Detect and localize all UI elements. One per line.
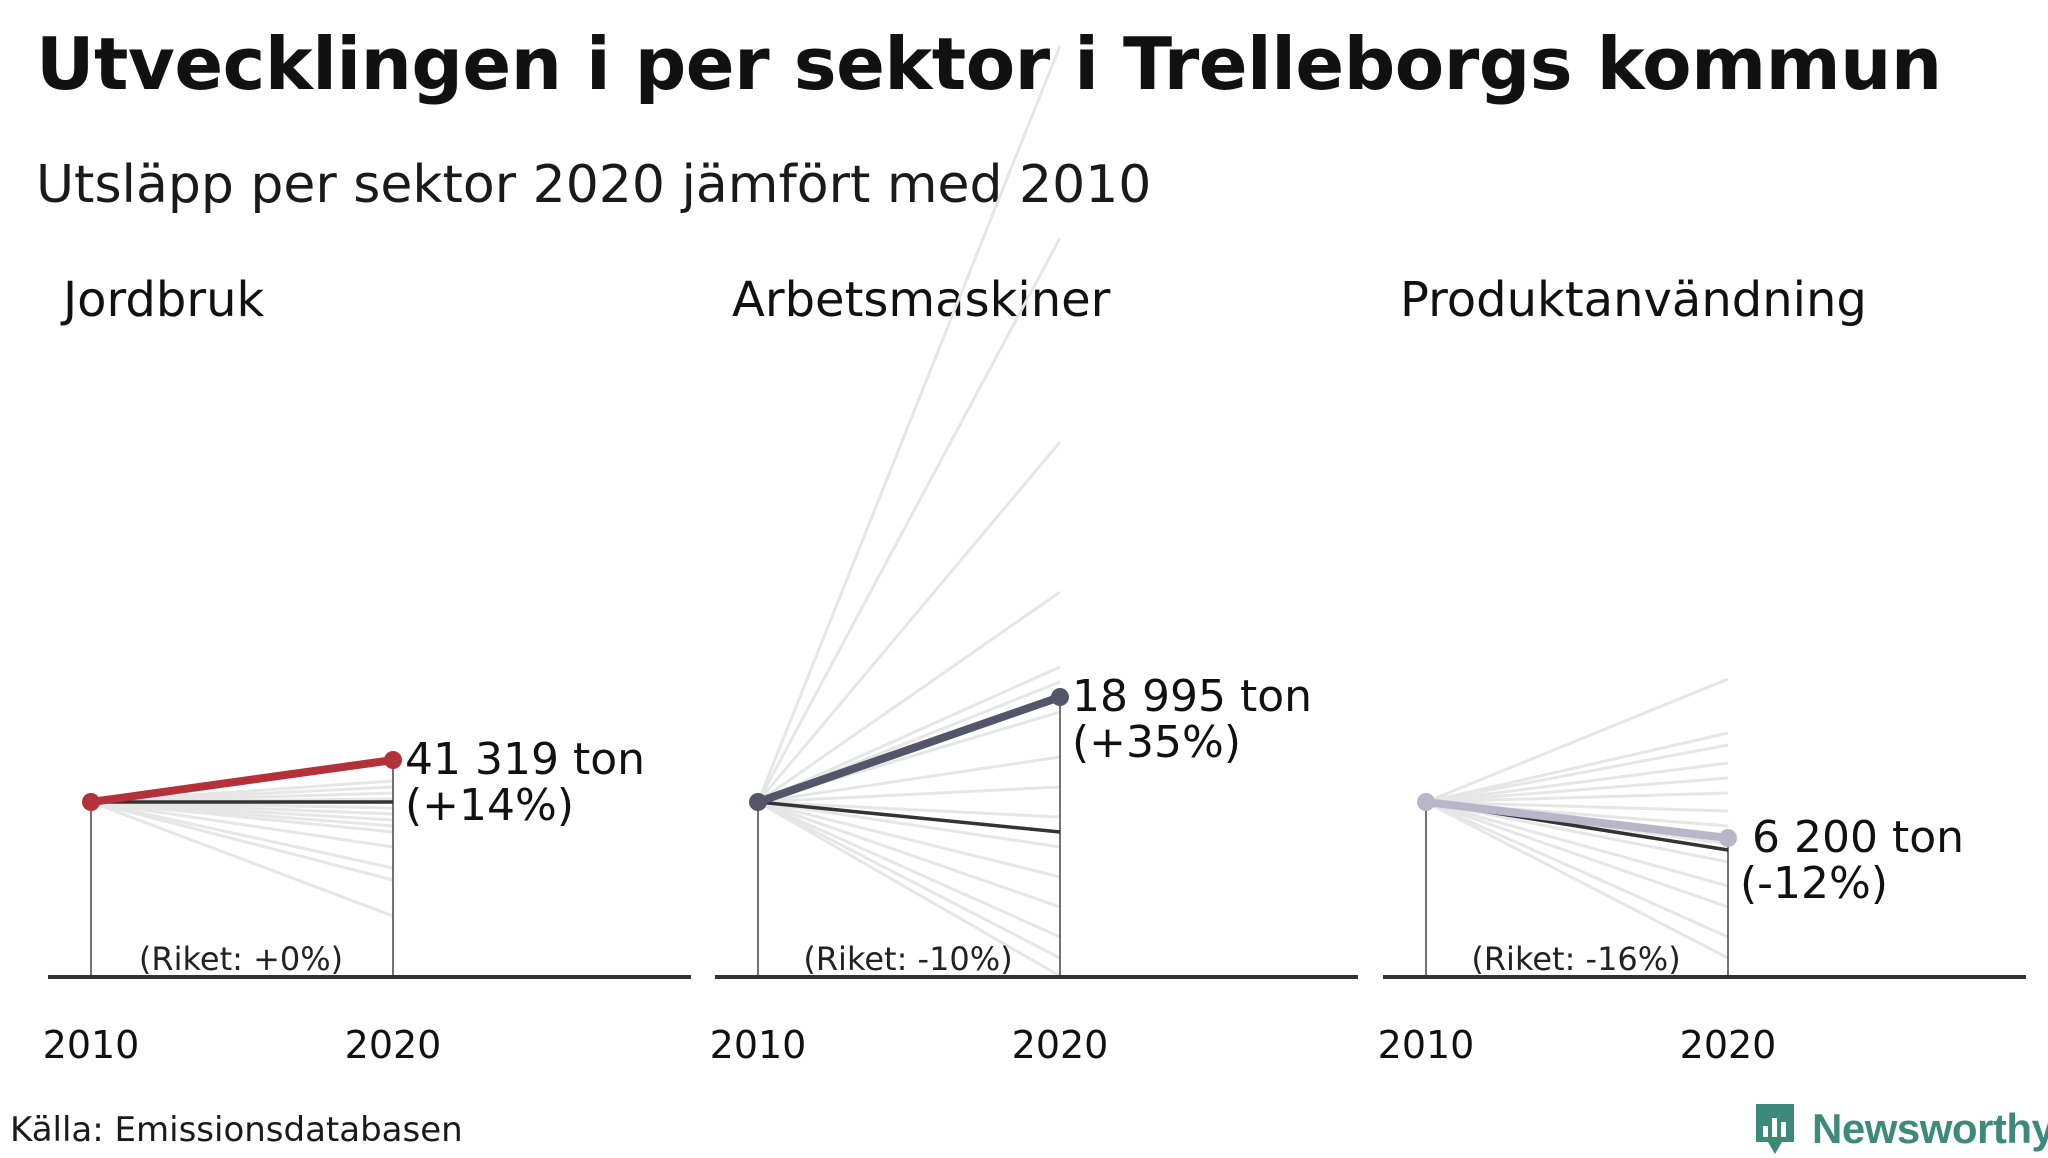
other-municipality-line — [757, 800, 1061, 978]
panel-title: Jordbruk — [60, 272, 265, 328]
other-municipality-line — [90, 800, 394, 870]
chart-title: Utvecklingen i per sektor i Trelleborgs … — [36, 22, 1942, 106]
newsworthy-logo-icon — [1756, 1104, 1794, 1154]
other-municipality-line — [1425, 791, 1729, 804]
point-2020 — [1719, 829, 1737, 847]
municipality-series-line — [1422, 798, 1732, 842]
other-municipality-line — [1425, 677, 1729, 804]
chart-subtitle: Utsläpp per sektor 2020 jämfört med 2010 — [36, 155, 1152, 215]
other-municipality-line — [757, 800, 1061, 819]
panel-title: Produktanvändning — [1400, 272, 1867, 328]
x-tick-label: 2010 — [1378, 1023, 1475, 1067]
other-municipality-line — [757, 785, 1061, 804]
point-2010 — [82, 793, 100, 811]
other-municipality-line — [1425, 731, 1729, 804]
national-trend-line — [757, 800, 1061, 834]
change-label: (-12%) — [1740, 858, 1888, 909]
x-tick-label: 2020 — [345, 1023, 442, 1067]
other-municipality-line — [1425, 800, 1729, 960]
value-label: 41 319 ton — [405, 734, 645, 785]
source-note: Källa: Emissionsdatabasen — [10, 1110, 463, 1150]
other-municipality-line — [757, 590, 1061, 804]
point-2010 — [749, 793, 767, 811]
national-change-label: (Riket: +0%) — [139, 940, 343, 978]
other-municipality-line — [1425, 800, 1729, 909]
other-municipality-line — [756, 441, 1062, 803]
x-tick-label: 2020 — [1680, 1023, 1777, 1067]
x-tick-label: 2010 — [710, 1023, 807, 1067]
other-municipality-line — [1425, 776, 1729, 804]
municipality-series-line — [87, 756, 397, 806]
other-municipality-line — [90, 800, 394, 918]
change-label: (+14%) — [405, 780, 574, 831]
other-municipality-line — [1425, 800, 1729, 939]
value-label: 6 200 ton — [1752, 812, 1964, 863]
other-municipality-line — [1425, 743, 1729, 804]
other-municipality-line — [757, 800, 1061, 909]
other-municipality-line — [1425, 800, 1729, 888]
other-municipality-line — [90, 800, 394, 849]
brand-logo: Newsworthy — [1752, 1100, 2048, 1158]
brand-name: Newsworthy — [1812, 1105, 2048, 1152]
other-municipality-line — [90, 800, 394, 882]
other-municipality-line — [757, 800, 1061, 939]
x-tick-label: 2010 — [43, 1023, 140, 1067]
other-municipality-line — [90, 800, 394, 828]
point-2020 — [384, 751, 402, 769]
x-tick-label: 2020 — [1012, 1023, 1109, 1067]
municipality-series-line — [754, 693, 1064, 806]
other-municipality-line — [1425, 800, 1729, 813]
other-municipality-line — [756, 237, 1062, 803]
other-municipality-line — [757, 665, 1061, 804]
point-2010 — [1417, 793, 1435, 811]
panel-title: Arbetsmaskiner — [732, 272, 1111, 328]
other-municipality-line — [756, 45, 1062, 803]
change-label: (+35%) — [1072, 717, 1241, 768]
point-2020 — [1051, 688, 1069, 706]
other-municipality-line — [757, 755, 1061, 804]
other-municipality-line — [757, 800, 1061, 879]
other-municipality-line — [757, 800, 1061, 960]
other-municipality-line — [1425, 761, 1729, 804]
value-label: 18 995 ton — [1072, 671, 1312, 722]
national-change-label: (Riket: -16%) — [1471, 940, 1680, 978]
other-municipality-line — [757, 800, 1061, 849]
national-change-label: (Riket: -10%) — [803, 940, 1012, 978]
